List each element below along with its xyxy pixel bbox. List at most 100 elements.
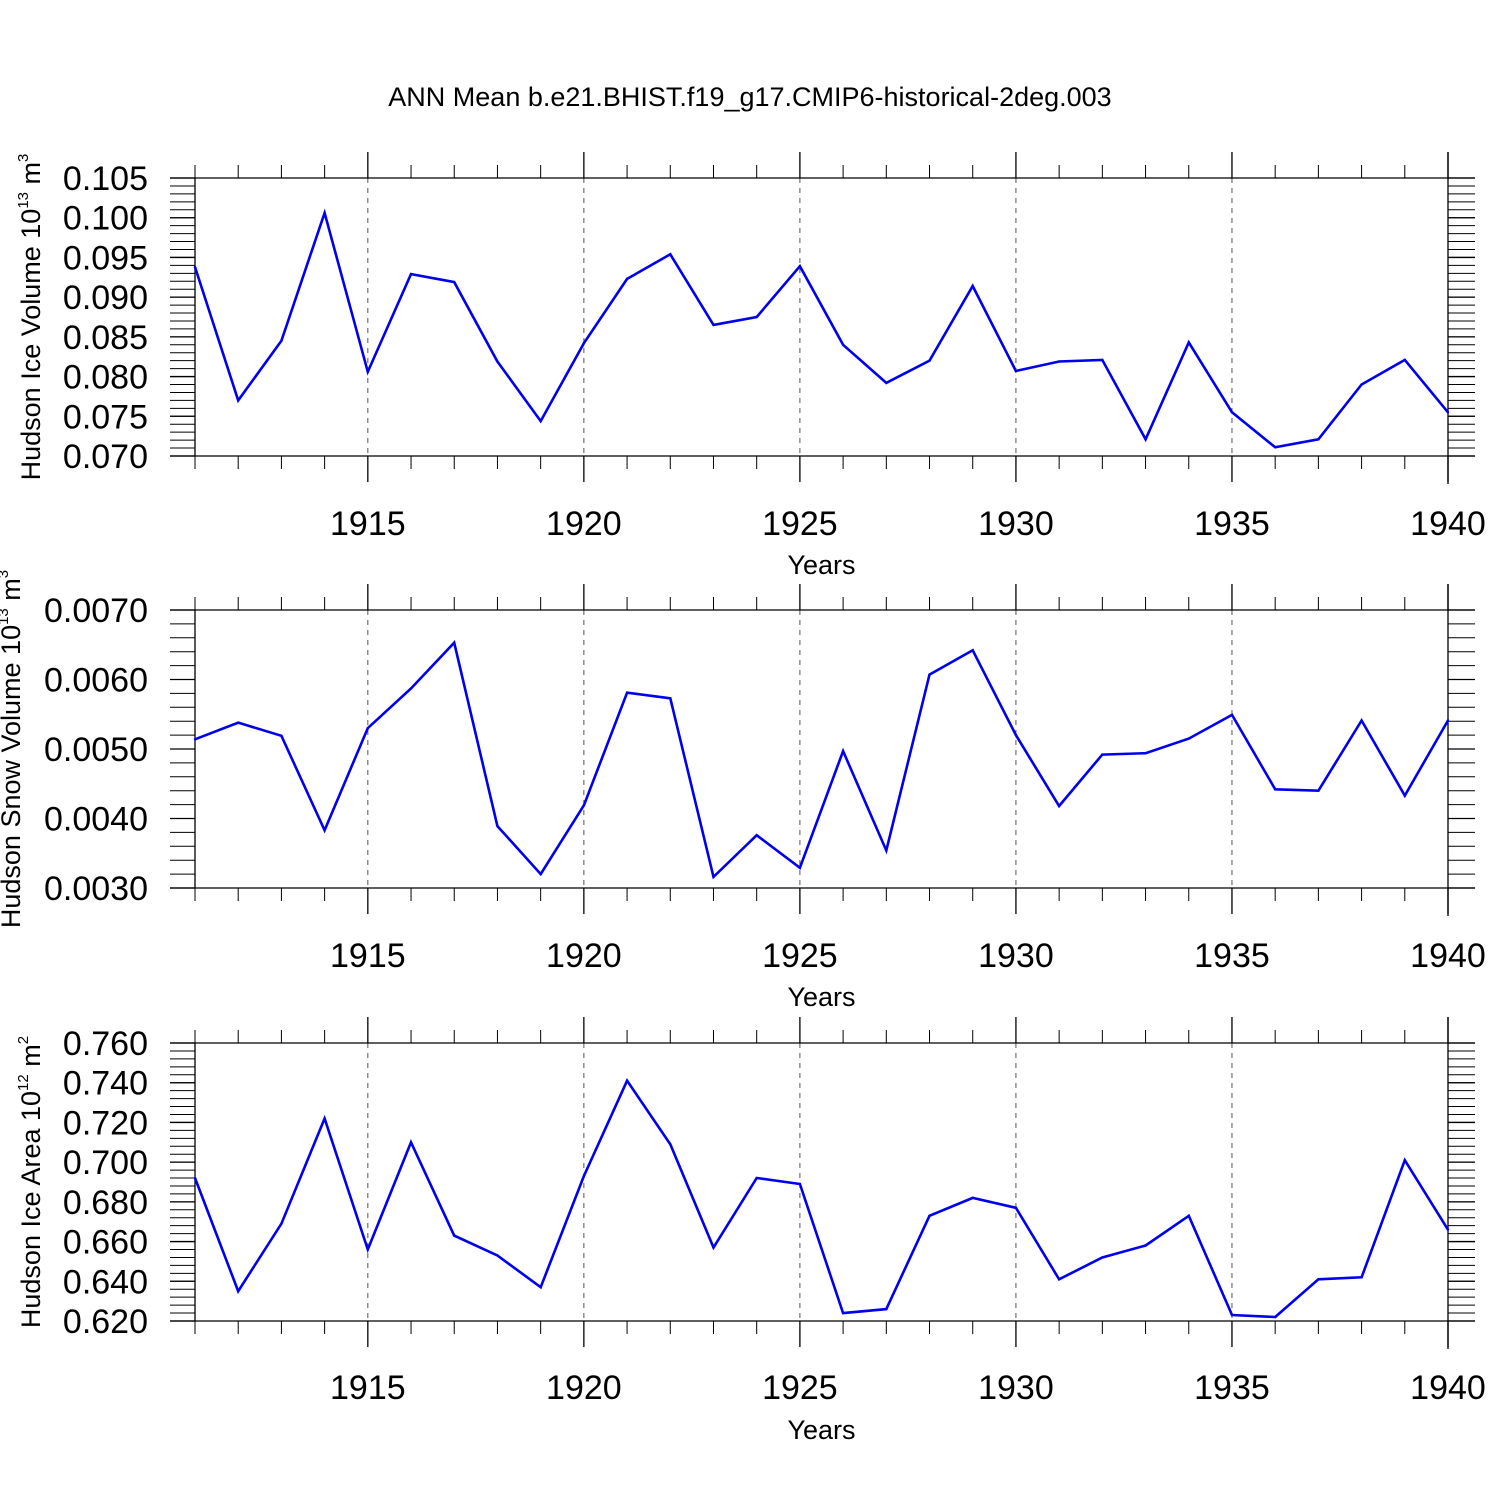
- x-tick-label: 1925: [762, 937, 838, 975]
- data-point: [712, 1246, 715, 1249]
- y-tick-label: 0.070: [63, 438, 148, 476]
- data-point: [669, 697, 672, 700]
- data-point: [885, 849, 888, 852]
- data-point: [409, 1141, 413, 1144]
- x-tick-label: 1930: [978, 505, 1054, 543]
- y-axis-title-unit-exponent: 3: [15, 154, 32, 162]
- x-tick-label: 1940: [1410, 1369, 1486, 1407]
- y-tick-label: 0.0060: [44, 662, 148, 700]
- panel-1: 0.0700.0750.0800.0850.0900.0950.1000.105…: [15, 152, 1486, 580]
- panel-3: 0.6200.6400.6600.6800.7000.7200.7400.760…: [15, 1017, 1486, 1445]
- data-point: [928, 359, 931, 362]
- data-point: [1057, 804, 1061, 808]
- data-point: [1101, 753, 1104, 756]
- data-point: [971, 1196, 974, 1200]
- chart-title: ANN Mean b.e21.BHIST.f19_g17.CMIP6-histo…: [388, 82, 1111, 112]
- x-tick-label: 1930: [978, 1369, 1054, 1407]
- x-tick-label: 1920: [546, 1369, 622, 1407]
- data-point: [755, 1176, 758, 1180]
- data-point: [1317, 1278, 1320, 1281]
- data-point: [1014, 733, 1018, 737]
- data-point: [669, 253, 672, 256]
- data-point: [798, 1182, 802, 1186]
- y-tick-label: 0.640: [63, 1263, 148, 1301]
- panel-2: 0.0030 0.0040 0.0050 0.0060 0.0070 1915 1920 19…: [0, 570, 1486, 1012]
- data-point: [323, 211, 326, 215]
- data-point: [755, 833, 758, 837]
- data-point: [669, 1143, 672, 1146]
- data-point: [323, 829, 326, 832]
- x-axis-title: Years: [787, 982, 855, 1012]
- y-axis-title-exponent: 13: [0, 608, 12, 625]
- data-point: [1273, 788, 1277, 791]
- data-point: [885, 381, 888, 385]
- data-point: [539, 1286, 542, 1289]
- y-axis-title-unit: m: [16, 1044, 46, 1074]
- x-tick-label: 1915: [330, 1369, 406, 1407]
- data-point: [496, 1254, 499, 1257]
- data-point: [1230, 411, 1234, 414]
- series-line: [193, 1078, 1450, 1319]
- series-line: [193, 208, 1450, 449]
- y-axis-title-unit: m: [0, 578, 26, 608]
- x-tick-label: 1940: [1410, 937, 1486, 975]
- data-point: [1144, 751, 1147, 755]
- data-point: [1403, 1158, 1406, 1162]
- data-point: [1187, 341, 1190, 344]
- x-tick-label: 1935: [1194, 505, 1270, 543]
- data-point: [1273, 446, 1277, 449]
- data-point: [1144, 1244, 1147, 1247]
- data-point: [539, 419, 542, 423]
- data-point: [1273, 1315, 1277, 1319]
- data-point: [1360, 1276, 1363, 1279]
- data-point: [1403, 794, 1406, 797]
- data-point: [582, 342, 586, 345]
- x-tick-label: 1915: [330, 505, 406, 543]
- data-point: [1446, 1228, 1450, 1231]
- data-point: [280, 734, 283, 737]
- x-axis-title: Years: [787, 550, 855, 580]
- data-point: [1144, 438, 1147, 441]
- x-tick-label: 1925: [762, 505, 838, 543]
- data-point: [193, 265, 197, 269]
- data-point: [582, 1174, 586, 1178]
- data-point: [237, 1290, 240, 1293]
- x-axis-title: Years: [787, 1415, 855, 1445]
- y-tick-label: 0.660: [63, 1224, 148, 1262]
- y-axis-title-unit-exponent: 2: [15, 1036, 32, 1044]
- data-point: [841, 749, 845, 753]
- y-tick-label: 0.720: [63, 1104, 148, 1142]
- y-axis-title-unit: m: [16, 162, 46, 192]
- y-axis-title-exponent: 13: [15, 192, 32, 209]
- data-point: [582, 804, 586, 807]
- data-point: [1101, 358, 1104, 362]
- y-tick-label: 0.680: [63, 1184, 148, 1222]
- x-tick-label: 1925: [762, 1369, 838, 1407]
- data-point: [1230, 1313, 1234, 1317]
- data-point: [798, 866, 802, 870]
- data-point: [625, 691, 629, 694]
- data-point: [237, 721, 240, 724]
- data-point: [1317, 438, 1320, 441]
- y-axis-title-exponent: 12: [15, 1074, 32, 1091]
- y-tick-label: 0.080: [63, 359, 148, 397]
- data-point: [453, 280, 456, 284]
- y-tick-label: 0.105: [63, 160, 148, 198]
- y-axis-title: Hudson Ice Area 1012 m2: [15, 1036, 46, 1328]
- data-point: [625, 1079, 629, 1082]
- y-axis-title: Hudson Ice Volume 1013 m3: [15, 154, 46, 481]
- data-point: [193, 738, 197, 741]
- data-point: [928, 673, 931, 676]
- x-tick-label: 1940: [1410, 505, 1486, 543]
- data-point: [1317, 789, 1320, 792]
- y-axis-title: Hudson Snow Volume 1013 m3: [0, 570, 26, 928]
- y-tick-label: 0.740: [63, 1065, 148, 1103]
- x-tick-label: 1935: [1194, 937, 1270, 975]
- x-tick-label: 1930: [978, 937, 1054, 975]
- y-tick-label: 0.0070: [44, 592, 148, 630]
- y-tick-label: 0.085: [63, 319, 148, 357]
- data-point: [1446, 719, 1450, 722]
- data-point: [323, 1117, 326, 1120]
- data-point: [971, 284, 974, 288]
- data-point: [1403, 358, 1406, 362]
